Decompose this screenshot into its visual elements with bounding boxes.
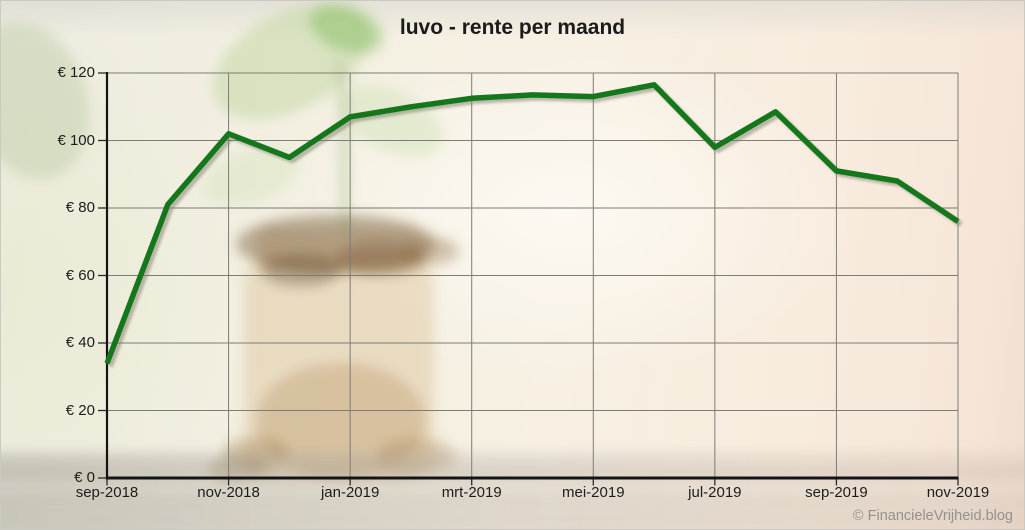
y-tick-label-40: € 40 — [65, 334, 95, 351]
x-tick-label-sep-2018: sep-2018 — [75, 484, 139, 501]
x-tick-label-jul-2019: jul-2019 — [688, 484, 742, 501]
y-tick-label-60: € 60 — [65, 266, 95, 284]
series-line — [104, 82, 960, 365]
x-tick-label-mrt-2019: mrt-2019 — [441, 484, 502, 501]
y-tick-label-100: € 100 — [57, 131, 95, 149]
chart-title: luvo - rente per maand — [399, 16, 626, 39]
series-shadow — [107, 85, 963, 368]
photo-wooden-table — [1, 453, 1024, 529]
y-tick-label-120: € 120 — [57, 64, 95, 81]
x-tick-label-jan-2019: jan-2019 — [320, 484, 380, 501]
series — [104, 82, 960, 365]
x-tick-label-sep-2019: sep-2019 — [805, 484, 868, 501]
x-tick-label-nov-2019: nov-2019 — [926, 484, 990, 501]
series-line-shadow — [107, 85, 963, 368]
y-tick-label-0: € 0 — [74, 469, 95, 486]
watermark: © FinancieleVrijheid.blog — [852, 508, 1013, 524]
y-tick-label-20: € 20 — [65, 401, 95, 419]
photo-plant — [203, 2, 443, 234]
photo-jar-of-coins — [207, 214, 459, 482]
photo-leaf-left — [1, 22, 90, 180]
x-tick-label-mei-2019: mei-2019 — [562, 484, 625, 501]
y-tick-label-80: € 80 — [65, 199, 95, 216]
x-tick-label-nov-2018: nov-2018 — [197, 484, 260, 501]
axes — [105, 72, 959, 480]
